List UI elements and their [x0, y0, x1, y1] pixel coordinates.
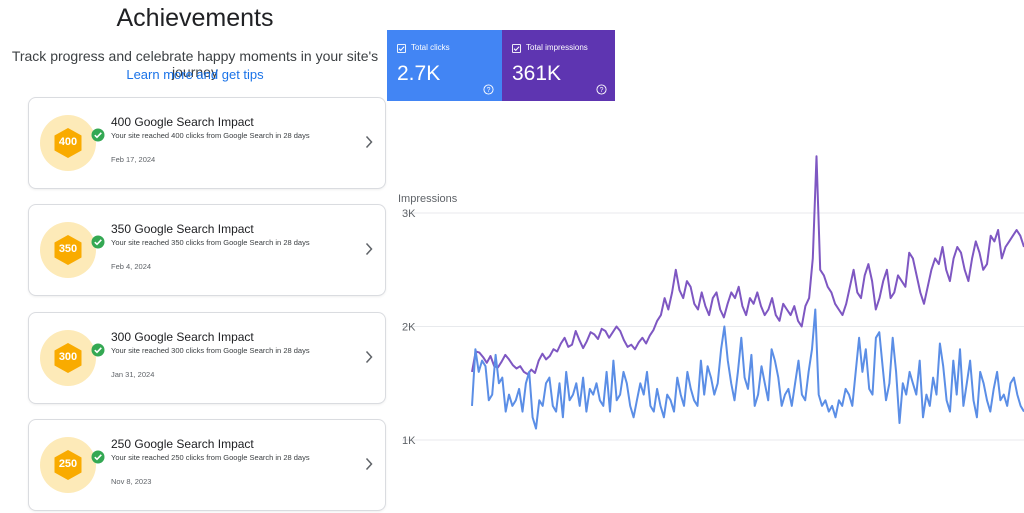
chevron-right-icon[interactable] — [365, 135, 373, 149]
chevron-right-icon[interactable] — [365, 350, 373, 364]
achievement-badge: 350 — [40, 222, 105, 278]
y-tick-label: 3K — [402, 208, 416, 220]
total-clicks-value: 2.7K — [397, 62, 441, 85]
clicks-series-line — [471, 308, 1024, 430]
achievement-badge: 250 — [40, 437, 105, 493]
achievements-panel: Achievements Track progress and celebrat… — [0, 0, 390, 513]
y-tick-label: 1K — [402, 435, 416, 447]
badge-number: 250 — [58, 458, 78, 470]
hexagon-badge-icon — [54, 128, 82, 158]
achievement-card[interactable]: 300 300 Google Search Impact Your site rea… — [28, 312, 386, 404]
achievement-title: 250 Google Search Impact — [111, 437, 254, 451]
svg-text:?: ? — [600, 87, 604, 94]
achievement-description: Your site reached 250 clicks from Google… — [111, 453, 310, 462]
total-impressions-label: Total impressions — [526, 43, 588, 52]
impressions-series-line — [471, 155, 1024, 376]
achievement-title: 300 Google Search Impact — [111, 330, 254, 344]
svg-text:?: ? — [487, 87, 491, 94]
page-title: Achievements — [116, 4, 274, 32]
hexagon-badge-icon — [54, 450, 82, 480]
achievement-date: Feb 4, 2024 — [111, 262, 152, 271]
achievement-card[interactable]: 400 400 Google Search Impact Your site rea… — [28, 97, 386, 189]
achievement-date: Nov 8, 2023 — [111, 477, 152, 486]
check-circle-icon — [91, 343, 105, 357]
badge-number: 400 — [58, 136, 78, 148]
chevron-right-icon[interactable] — [365, 457, 373, 471]
badge-number: 350 — [58, 243, 78, 255]
checkbox-checked-icon[interactable] — [512, 44, 521, 53]
achievement-title: 400 Google Search Impact — [111, 115, 254, 129]
check-circle-icon — [91, 235, 105, 249]
achievement-date: Jan 31, 2024 — [111, 370, 155, 379]
check-circle-icon — [91, 450, 105, 464]
total-impressions-tile[interactable]: Total impressions 361K ? — [502, 30, 615, 101]
chevron-right-icon[interactable] — [365, 242, 373, 256]
help-circle-icon[interactable]: ? — [596, 84, 607, 95]
performance-chart: 3K 2K 1K — [402, 155, 1024, 447]
achievement-badge: 300 — [40, 330, 105, 386]
learn-more-link[interactable]: Learn more and get tips — [126, 67, 264, 82]
achievement-badge: 400 — [40, 115, 105, 171]
y-tick-label: 2K — [402, 322, 416, 334]
total-clicks-tile[interactable]: Total clicks 2.7K ? — [387, 30, 502, 101]
hexagon-badge-icon — [54, 235, 82, 265]
chart-y-axis-label: Impressions — [398, 193, 458, 205]
help-circle-icon[interactable]: ? — [483, 84, 494, 95]
checkbox-checked-icon[interactable] — [397, 44, 406, 53]
achievement-description: Your site reached 350 clicks from Google… — [111, 238, 310, 247]
achievement-date: Feb 17, 2024 — [111, 155, 156, 164]
page-subtitle: Track progress and celebrate happy momen… — [11, 48, 379, 80]
achievement-description: Your site reached 400 clicks from Google… — [111, 131, 310, 140]
achievement-title: 350 Google Search Impact — [111, 222, 254, 236]
achievement-description: Your site reached 300 clicks from Google… — [111, 346, 310, 355]
check-circle-icon — [91, 128, 105, 142]
badge-number: 300 — [58, 351, 78, 363]
total-impressions-value: 361K — [512, 62, 562, 85]
achievement-card[interactable]: 250 250 Google Search Impact Your site rea… — [28, 419, 386, 511]
hexagon-badge-icon — [54, 343, 82, 373]
achievement-card[interactable]: 350 350 Google Search Impact Your site rea… — [28, 204, 386, 296]
total-clicks-label: Total clicks — [411, 43, 450, 52]
